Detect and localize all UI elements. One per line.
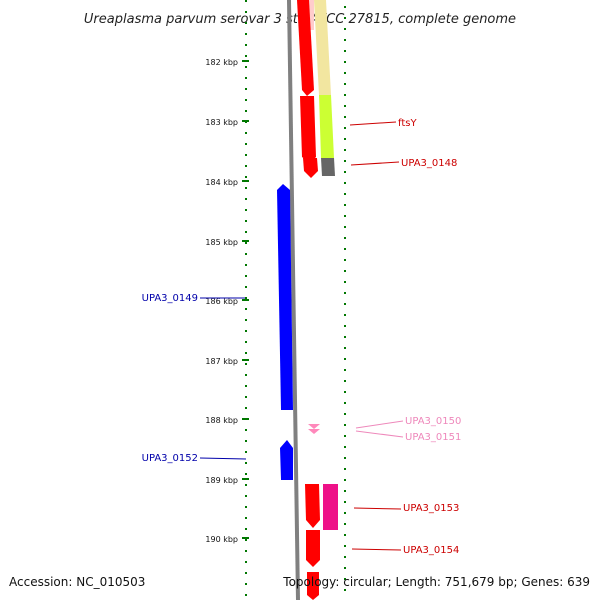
rna-gene-marker[interactable] bbox=[308, 429, 320, 434]
gene-label-ftsY[interactable]: ftsY bbox=[398, 118, 417, 129]
gene-labels: ftsY UPA3_0148 UPA3_0149 UPA3_0150 UPA3_… bbox=[142, 118, 462, 556]
genome-backbone bbox=[287, 0, 300, 600]
gene-label-upa3-0154[interactable]: UPA3_0154 bbox=[403, 545, 459, 556]
leader-line bbox=[349, 121, 397, 126]
gene-arrow-reverse[interactable] bbox=[280, 440, 293, 480]
gene-label-upa3-0151[interactable]: UPA3_0151 bbox=[405, 432, 461, 443]
leader-line bbox=[355, 420, 404, 429]
reverse-genes[interactable] bbox=[277, 184, 293, 480]
leader-line bbox=[355, 430, 404, 438]
rna-genes[interactable] bbox=[308, 424, 320, 434]
gene-arrow-forward[interactable] bbox=[305, 484, 320, 528]
cog-track bbox=[314, 0, 335, 176]
tick-label: 184 kbp bbox=[205, 178, 238, 187]
tick-label: 190 kbp bbox=[205, 535, 238, 544]
gene-arrow-forward[interactable] bbox=[307, 572, 319, 600]
accession-text: Accession: NC_010503 bbox=[9, 575, 145, 589]
gene-label-upa3-0152[interactable]: UPA3_0152 bbox=[142, 453, 198, 464]
tick-label: 187 kbp bbox=[205, 357, 238, 366]
genome-summary-text: Topology: circular; Length: 751,679 bp; … bbox=[282, 575, 590, 589]
gene-arrow-reverse[interactable] bbox=[277, 184, 293, 410]
leader-line bbox=[199, 457, 247, 460]
tick-label: 188 kbp bbox=[205, 416, 238, 425]
gene-block-magenta[interactable] bbox=[323, 484, 338, 530]
forward-genes-top[interactable] bbox=[297, 0, 318, 178]
gene-label-upa3-0150[interactable]: UPA3_0150 bbox=[405, 416, 461, 427]
gene-arrow-forward[interactable] bbox=[300, 96, 316, 163]
rna-gene-marker[interactable] bbox=[308, 424, 320, 429]
tick-label: 185 kbp bbox=[205, 238, 238, 247]
leader-line bbox=[353, 507, 402, 510]
gene-label-upa3-0153[interactable]: UPA3_0153 bbox=[403, 503, 459, 514]
tick-label: 183 kbp bbox=[205, 118, 238, 127]
gene-label-upa3-0149[interactable]: UPA3_0149 bbox=[142, 293, 198, 304]
gene-arrow-forward[interactable] bbox=[306, 530, 320, 567]
gene-arrow-forward[interactable] bbox=[303, 158, 318, 178]
leader-line bbox=[350, 161, 400, 166]
tick-label: 189 kbp bbox=[205, 476, 238, 485]
gene-label-upa3-0148[interactable]: UPA3_0148 bbox=[401, 158, 457, 169]
leader-line bbox=[351, 548, 402, 551]
tick-label: 182 kbp bbox=[205, 58, 238, 67]
scale-ticks: 182 kbp 183 kbp 184 kbp 185 kbp 186 kbp … bbox=[205, 58, 249, 544]
forward-genes-bottom[interactable] bbox=[305, 484, 338, 600]
tick-label: 186 kbp bbox=[205, 297, 238, 306]
upper-pink-strip bbox=[309, 0, 314, 30]
gene-arrow-forward[interactable] bbox=[297, 0, 314, 96]
